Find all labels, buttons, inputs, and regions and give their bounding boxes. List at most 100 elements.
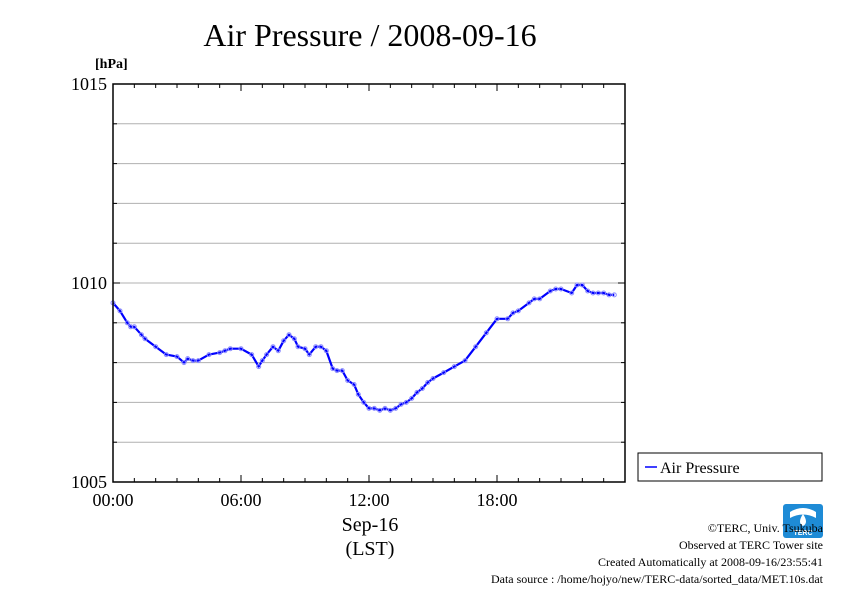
data-point [553, 286, 559, 292]
y-axis-ticks: 1005 1010 1015 [71, 74, 625, 492]
data-point [611, 292, 617, 298]
data-point [606, 292, 612, 298]
footer-created: Created Automatically at 2008-09-16/23:5… [598, 555, 823, 569]
data-point [483, 330, 489, 336]
y-tick-label: 1010 [71, 273, 107, 293]
data-point [227, 346, 233, 352]
data-point [473, 344, 479, 350]
data-point [238, 346, 244, 352]
data-point [306, 352, 312, 358]
data-point [217, 350, 223, 356]
data-point [419, 386, 425, 391]
data-point [441, 370, 447, 376]
data-point [291, 336, 297, 342]
data-point [222, 348, 228, 354]
data-point [323, 348, 329, 354]
data-point [382, 405, 388, 411]
data-point [163, 352, 169, 358]
y-tick-label: 1015 [71, 74, 107, 94]
data-point [259, 358, 265, 364]
data-point [569, 290, 575, 296]
data-point [345, 378, 351, 383]
data-point [387, 407, 393, 413]
data-point [595, 290, 601, 296]
data-point [377, 407, 383, 413]
y-tick-label: 1005 [71, 472, 107, 492]
data-point [185, 356, 191, 362]
data-point [313, 344, 319, 350]
data-point [510, 310, 516, 316]
data-point [153, 344, 159, 350]
series-layer [110, 282, 617, 413]
terc-logo: TERC [783, 504, 823, 538]
data-point [249, 352, 255, 358]
data-point [124, 320, 130, 326]
data-point [281, 338, 287, 344]
data-point [351, 382, 357, 387]
data-point [339, 368, 345, 374]
data-point [206, 352, 212, 358]
data-point [330, 366, 336, 372]
y-axis-unit: [hPa] [95, 57, 128, 72]
data-point [366, 405, 372, 411]
data-point [295, 344, 301, 350]
data-point [270, 344, 276, 350]
x-tick-label: 12:00 [348, 490, 389, 510]
data-point [585, 288, 591, 294]
x-axis-label-zone: (LST) [346, 538, 395, 560]
data-point [393, 405, 399, 411]
footer-observed: Observed at TERC Tower site [679, 538, 823, 552]
data-point [174, 354, 180, 360]
data-point [398, 401, 404, 407]
data-point [264, 352, 270, 358]
data-point [425, 380, 431, 385]
data-point [318, 344, 324, 350]
logo-text: TERC [793, 530, 812, 537]
logo-drop-icon [800, 514, 806, 526]
data-point [371, 405, 377, 411]
footer: ©TERC, Univ. Tsukuba Observed at TERC To… [491, 521, 824, 586]
data-point [558, 286, 564, 292]
data-point [286, 332, 292, 338]
data-point [409, 395, 415, 401]
data-point [275, 348, 281, 354]
data-point [537, 296, 543, 302]
data-point [547, 288, 553, 294]
plot-area: 00:00 06:00 12:00 18:00 1005 1010 1015 [71, 74, 626, 510]
data-point [601, 290, 607, 296]
data-point [403, 399, 409, 405]
chart-title: Air Pressure / 2008-09-16 [203, 17, 536, 53]
data-point [181, 360, 187, 366]
data-point [579, 282, 585, 288]
footer-source: Data source : /home/hojyo/new/TERC-data/… [491, 572, 824, 586]
data-point [590, 290, 596, 296]
data-point [414, 389, 420, 395]
data-point [526, 300, 532, 306]
logo-arc [790, 508, 816, 518]
x-tick-label: 06:00 [220, 490, 261, 510]
data-point [430, 376, 436, 381]
data-point [462, 358, 468, 364]
x-axis-label-date: Sep-16 [342, 514, 399, 536]
data-point [131, 324, 137, 330]
data-point [574, 282, 580, 288]
data-point [361, 399, 367, 405]
x-tick-label: 18:00 [476, 490, 517, 510]
legend: Air Pressure [637, 452, 823, 482]
plot-frame [112, 83, 626, 483]
data-point [117, 308, 123, 314]
data-point [494, 316, 500, 322]
data-point [190, 358, 196, 364]
data-point [355, 391, 361, 397]
data-point [334, 368, 340, 374]
data-point [256, 364, 262, 370]
legend-label: Air Pressure [660, 460, 740, 477]
data-point [515, 308, 521, 314]
data-point [505, 316, 511, 322]
data-point [138, 332, 144, 338]
data-point [531, 296, 537, 302]
series-line [112, 283, 615, 412]
x-tick-label: 00:00 [92, 490, 133, 510]
data-point [451, 364, 457, 370]
